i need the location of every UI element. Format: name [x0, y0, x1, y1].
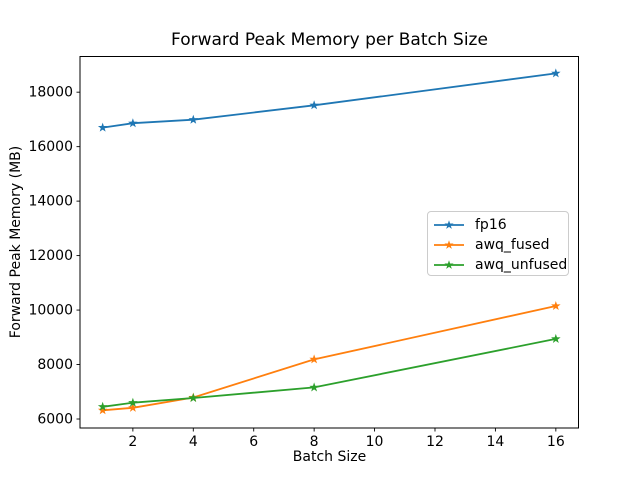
x-tick-label: 12 — [426, 434, 444, 450]
data-point-marker — [188, 114, 199, 124]
legend: fp16 awq_fused awq_unfused — [427, 211, 569, 276]
legend-item: awq_unfused — [433, 255, 568, 275]
series-line-awq_unfused — [102, 338, 556, 408]
x-tick-label: 10 — [366, 434, 384, 450]
x-tick-label: 14 — [487, 434, 505, 450]
data-point-marker — [188, 393, 199, 403]
data-point-marker — [128, 118, 138, 128]
y-tick-label: 6000 — [37, 412, 73, 428]
data-point-marker — [97, 122, 108, 132]
y-tick-label: 14000 — [28, 194, 73, 210]
data-point-marker — [128, 397, 138, 407]
x-tick-label: 4 — [189, 434, 198, 450]
data-point-marker — [551, 333, 561, 343]
legend-label: awq_unfused — [475, 257, 568, 273]
data-point-marker — [309, 382, 319, 392]
legend-item: awq_fused — [433, 235, 568, 255]
data-point-marker — [97, 405, 108, 415]
x-tick-label: 6 — [249, 434, 258, 450]
data-point-marker — [309, 354, 319, 364]
legend-star-marker-icon — [444, 260, 454, 269]
legend-item: fp16 — [433, 215, 568, 235]
plot-frame — [79, 56, 579, 429]
y-tick-label: 18000 — [28, 85, 73, 101]
x-axis-label: Batch Size — [292, 449, 367, 465]
y-tick-label: 8000 — [37, 357, 73, 373]
legend-label: fp16 — [475, 217, 507, 233]
data-point-marker — [309, 100, 319, 110]
legend-star-marker-icon — [444, 220, 454, 229]
legend-line-sample — [434, 260, 464, 269]
legend-label: awq_fused — [475, 237, 550, 253]
y-tick-label: 12000 — [28, 248, 73, 264]
legend-line-sample — [434, 220, 464, 229]
data-point-marker — [97, 401, 108, 411]
data-point-marker — [551, 301, 561, 310]
x-tick-label: 2 — [128, 434, 137, 450]
legend-line-sample — [434, 240, 464, 249]
x-tick-label: 16 — [547, 434, 565, 450]
legend-star-marker-icon — [444, 240, 454, 249]
y-tick-label: 10000 — [28, 303, 73, 319]
chart-title: Forward Peak Memory per Batch Size — [171, 30, 488, 50]
series-line-fp16 — [102, 72, 556, 129]
y-tick-label: 16000 — [28, 139, 73, 155]
data-point-marker — [128, 402, 138, 412]
x-tick-label: 8 — [310, 434, 319, 450]
series-line-awq_fused — [102, 305, 556, 412]
data-point-marker — [551, 68, 561, 78]
